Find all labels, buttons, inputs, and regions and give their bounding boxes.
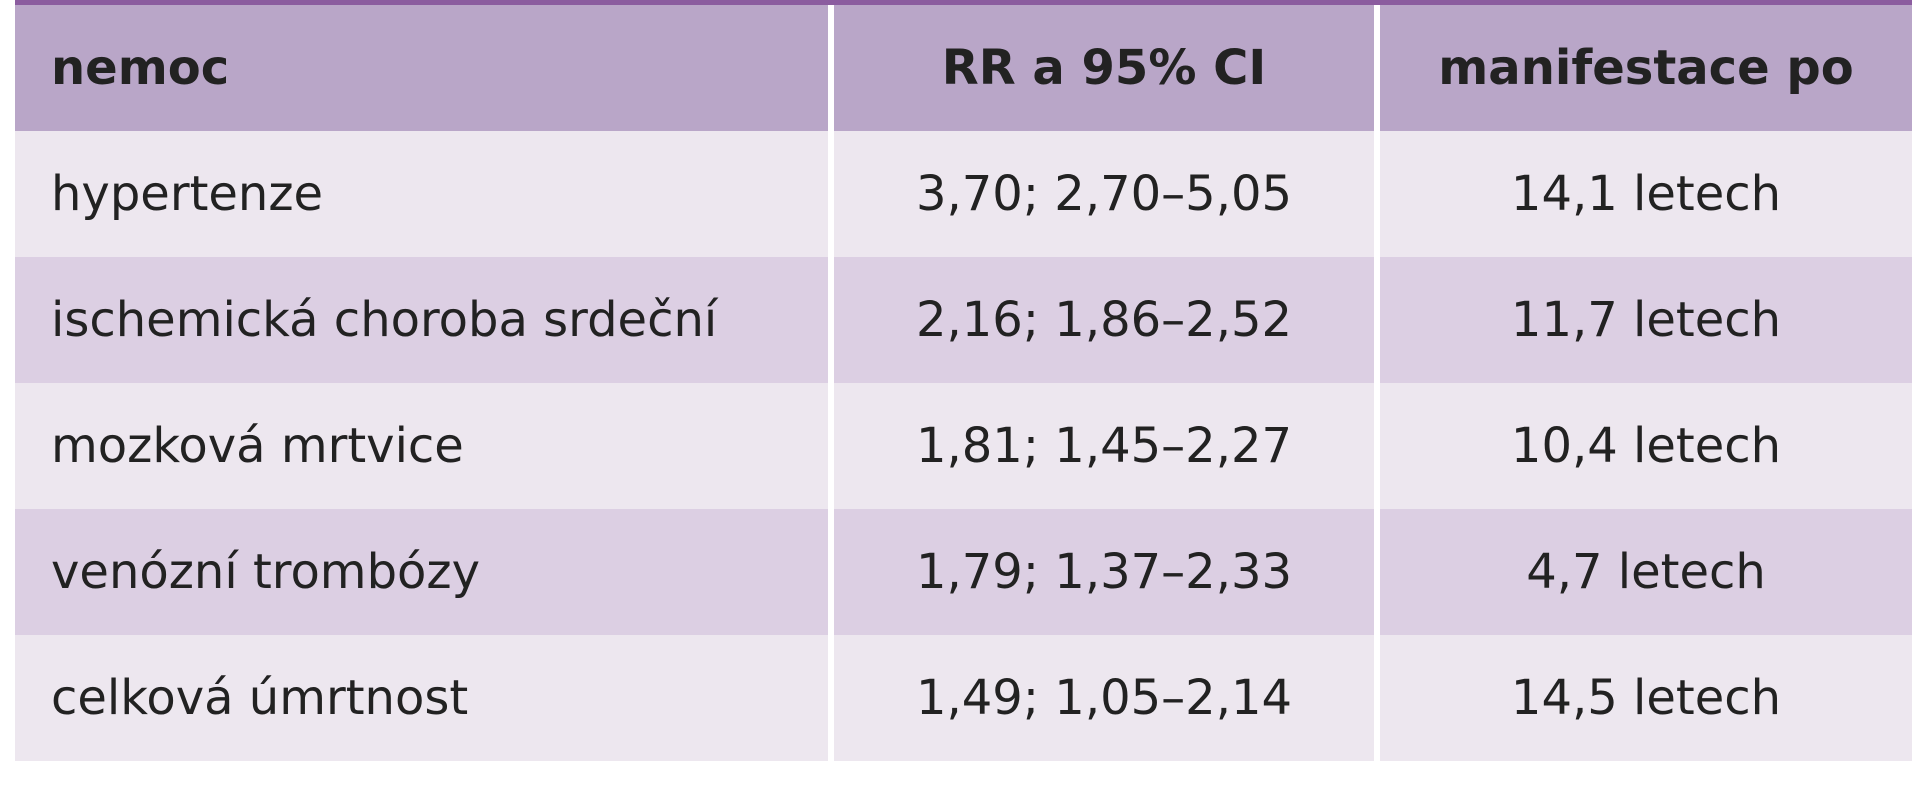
table-cell: 1,81; 1,45–2,27: [828, 383, 1380, 509]
table-row: venózní trombózy 1,79; 1,37–2,33 4,7 letec…: [15, 509, 1912, 635]
table-cell: 1,49; 1,05–2,14: [828, 635, 1380, 761]
table-cell: 11,7 letech: [1374, 257, 1912, 383]
table-cell: 14,5 letech: [1374, 635, 1912, 761]
header-cell: manifestace po: [1374, 5, 1912, 131]
table: nemoc RR a 95% CI manifestace po hypertenz…: [15, 5, 1912, 761]
table-cell: 14,1 letech: [1374, 131, 1912, 257]
table-cell: mozková mrtvice: [15, 383, 834, 509]
table-container: nemoc RR a 95% CI manifestace po hypertenz…: [15, 0, 1912, 761]
table-row: hypertenze 3,70; 2,70–5,05 14,1 letech: [15, 131, 1912, 257]
header-cell: RR a 95% CI: [828, 5, 1380, 131]
table-cell: ischemická choroba srdeční: [15, 257, 834, 383]
table-cell: 1,79; 1,37–2,33: [828, 509, 1380, 635]
table-cell: hypertenze: [15, 131, 834, 257]
table-row: ischemická choroba srdeční 2,16; 1,86–2,5…: [15, 257, 1912, 383]
top-rule: [15, 0, 1912, 5]
table-cell: venózní trombózy: [15, 509, 834, 635]
header-cell: nemoc: [15, 5, 834, 131]
table-cell: 2,16; 1,86–2,52: [828, 257, 1380, 383]
header-row: nemoc RR a 95% CI manifestace po: [15, 5, 1912, 131]
table-cell: 10,4 letech: [1374, 383, 1912, 509]
table-cell: 4,7 letech: [1374, 509, 1912, 635]
table-cell: celková úmrtnost: [15, 635, 834, 761]
table-cell: 3,70; 2,70–5,05: [828, 131, 1380, 257]
table-row: mozková mrtvice 1,81; 1,45–2,27 10,4 letec…: [15, 383, 1912, 509]
table-body: hypertenze 3,70; 2,70–5,05 14,1 letech isch…: [15, 131, 1912, 761]
table-row: celková úmrtnost 1,49; 1,05–2,14 14,5 lete…: [15, 635, 1912, 761]
